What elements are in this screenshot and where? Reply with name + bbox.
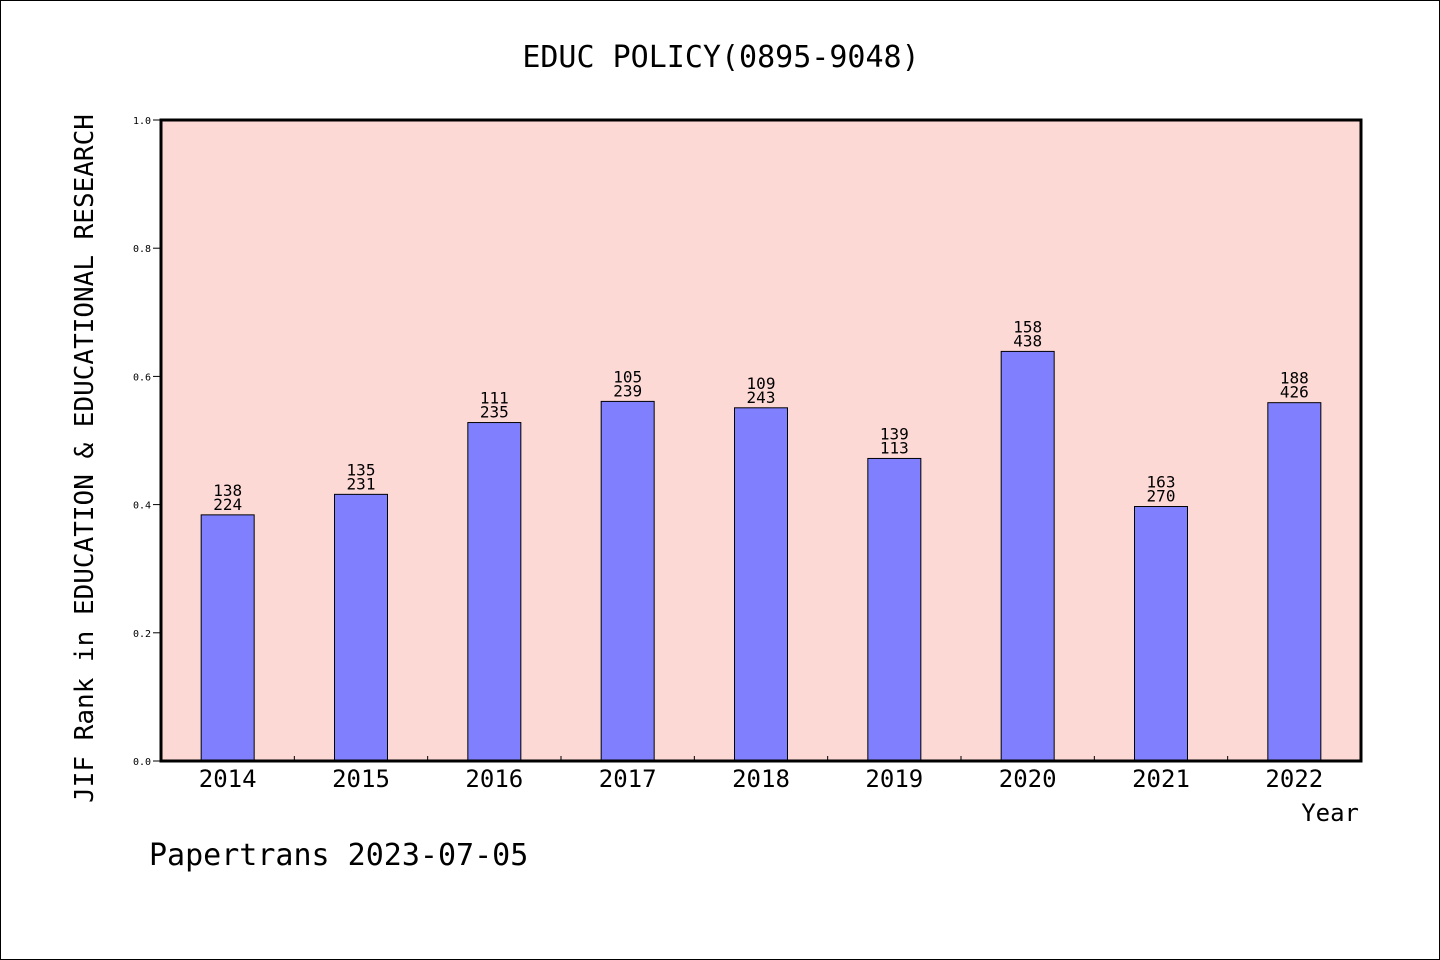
plot-frame <box>159 118 1363 763</box>
bar-2018 <box>734 407 788 762</box>
x-tick-label-2016: 2016 <box>465 765 523 793</box>
x-tick-label-2022: 2022 <box>1265 765 1323 793</box>
bar-2015 <box>334 493 388 762</box>
y-tick-label-2: 0.4 <box>133 501 151 512</box>
x-tick-label-2014: 2014 <box>199 765 257 793</box>
y-tick-label-3: 0.6 <box>133 372 151 383</box>
bar-label-top-2022: 188 <box>1280 369 1309 388</box>
y-tick-label-5: 1.0 <box>133 116 151 127</box>
x-tick-label-2018: 2018 <box>732 765 790 793</box>
x-axis-label: Year <box>1301 799 1359 827</box>
bar-label-bottom-2020: 438 <box>1013 331 1042 350</box>
bar-label-bottom-2015: 231 <box>347 474 376 493</box>
chart-title: EDUC POLICY(0895-9048) <box>522 40 919 75</box>
bar-2017 <box>600 400 655 762</box>
bar-label-bottom-2017: 239 <box>613 381 642 400</box>
bar-label-top-2017: 105 <box>613 367 642 386</box>
bar-label-bottom-2019: 113 <box>880 438 909 457</box>
footer-text: Papertrans 2023-07-05 <box>149 838 528 873</box>
bar-2021 <box>1134 506 1188 762</box>
bar-label-top-2021: 163 <box>1147 473 1176 492</box>
bar-2019 <box>867 457 922 762</box>
x-tick-label-2017: 2017 <box>599 765 657 793</box>
bar-label-bottom-2014: 224 <box>213 495 242 514</box>
bar-label-top-2014: 138 <box>213 481 242 500</box>
bar-2016 <box>467 422 522 762</box>
bar-label-top-2019: 139 <box>880 424 909 443</box>
bar-label-bottom-2016: 235 <box>480 403 509 422</box>
bar-label-top-2018: 109 <box>747 374 776 393</box>
bar-2014 <box>200 514 255 762</box>
bar-label-bottom-2022: 426 <box>1280 383 1309 402</box>
bar-label-top-2015: 135 <box>347 460 376 479</box>
bar-2020 <box>1000 350 1055 762</box>
x-tick-label-2021: 2021 <box>1132 765 1190 793</box>
x-tick-label-2020: 2020 <box>999 765 1057 793</box>
x-tick-label-2015: 2015 <box>332 765 390 793</box>
bar-label-top-2020: 158 <box>1013 317 1042 336</box>
x-tick-label-2019: 2019 <box>865 765 923 793</box>
bar-label-top-2016: 111 <box>480 389 509 408</box>
y-axis-label: JIF Rank in EDUCATION & EDUCATIONAL RESE… <box>70 114 100 803</box>
bar-2022 <box>1267 402 1322 762</box>
bar-label-bottom-2021: 270 <box>1147 487 1176 506</box>
y-tick-label-4: 0.8 <box>133 244 151 255</box>
y-tick-label-1: 0.2 <box>133 629 151 640</box>
bar-label-bottom-2018: 243 <box>747 388 776 407</box>
ticks-group: 2014 2015 2016 2017 2018 2019 2020 2021 2022 0.0 0… <box>133 116 1323 793</box>
y-tick-label-0: 0.0 <box>133 757 151 768</box>
